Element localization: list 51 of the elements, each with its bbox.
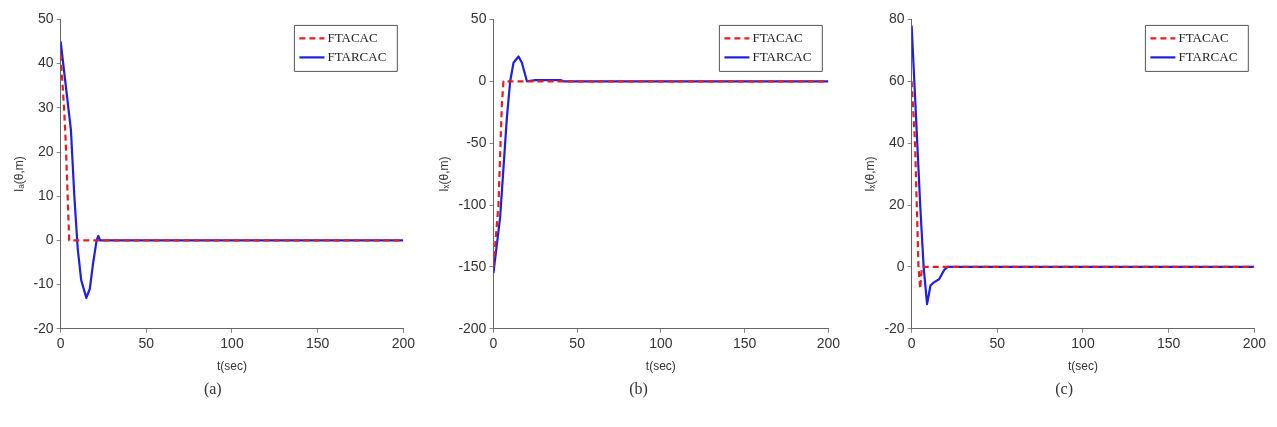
line-series <box>911 80 1255 290</box>
y-axis-title: Iₓ(θ,m) <box>862 156 877 192</box>
y-tick-label: 40 <box>889 134 905 151</box>
y-tick-label: -50 <box>466 134 488 151</box>
y-tick-label: -10 <box>33 275 54 292</box>
y-tick-label: -20 <box>33 319 54 336</box>
y-tick-label: 0 <box>479 72 488 89</box>
text: (a) <box>202 380 223 398</box>
y-tick-label: 0 <box>45 231 54 248</box>
y-tick-label: -150 <box>458 257 488 274</box>
y-tick-label: 50 <box>37 10 54 27</box>
x-tick-label: 100 <box>220 335 244 352</box>
y-tick-label: -100 <box>458 195 488 212</box>
legend-label: FTACAC <box>327 29 378 45</box>
x-tick-label: 0 <box>56 335 65 352</box>
x-tick-label: 150 <box>305 335 330 352</box>
text: (c) <box>1054 380 1074 398</box>
y-tick-label: 0 <box>896 257 905 274</box>
y-tick-label: 60 <box>889 72 905 89</box>
y-tick-label: 30 <box>37 98 54 115</box>
y-tick-label: 20 <box>889 195 905 212</box>
x-axis-title: t(sec) <box>646 359 677 374</box>
x-tick-label: 0 <box>907 335 916 352</box>
x-tick-label: 100 <box>1071 335 1096 352</box>
legend-label: FTACAC <box>1178 29 1229 45</box>
y-tick-label: 40 <box>37 54 54 71</box>
x-tick-label: 150 <box>1157 335 1181 352</box>
y-tick-label: 80 <box>889 10 905 27</box>
y-tick-label: 50 <box>471 10 488 27</box>
x-tick-label: 0 <box>490 335 499 352</box>
legend-label: FTACAC <box>752 29 804 45</box>
y-tick-label: -200 <box>458 319 488 336</box>
x-tick-label: 100 <box>649 335 674 352</box>
y-tick-label: 20 <box>37 142 54 159</box>
x-tick-label: 200 <box>1242 335 1267 352</box>
y-tick-label: -20 <box>884 319 905 336</box>
x-tick-label: 50 <box>989 335 1006 352</box>
x-axis-title: t(sec) <box>1068 359 1099 374</box>
x-tick-label: 200 <box>391 335 416 352</box>
legend-label: FTARCAC <box>752 48 812 64</box>
x-axis-title: t(sec) <box>216 359 247 374</box>
x-tick-label: 50 <box>569 335 586 352</box>
x-tick-label: 200 <box>817 335 841 352</box>
y-axis-title: Iₓ(θ,m) <box>437 156 451 192</box>
x-tick-label: 150 <box>733 335 757 352</box>
y-tick-label: 10 <box>37 187 54 204</box>
text: (b) <box>628 380 649 398</box>
legend-label: FTARCAC <box>1178 48 1238 64</box>
x-tick-label: 50 <box>138 335 155 352</box>
y-axis-title: Iₐ(θ,m) <box>11 156 26 192</box>
legend-label: FTARCAC <box>327 48 387 64</box>
